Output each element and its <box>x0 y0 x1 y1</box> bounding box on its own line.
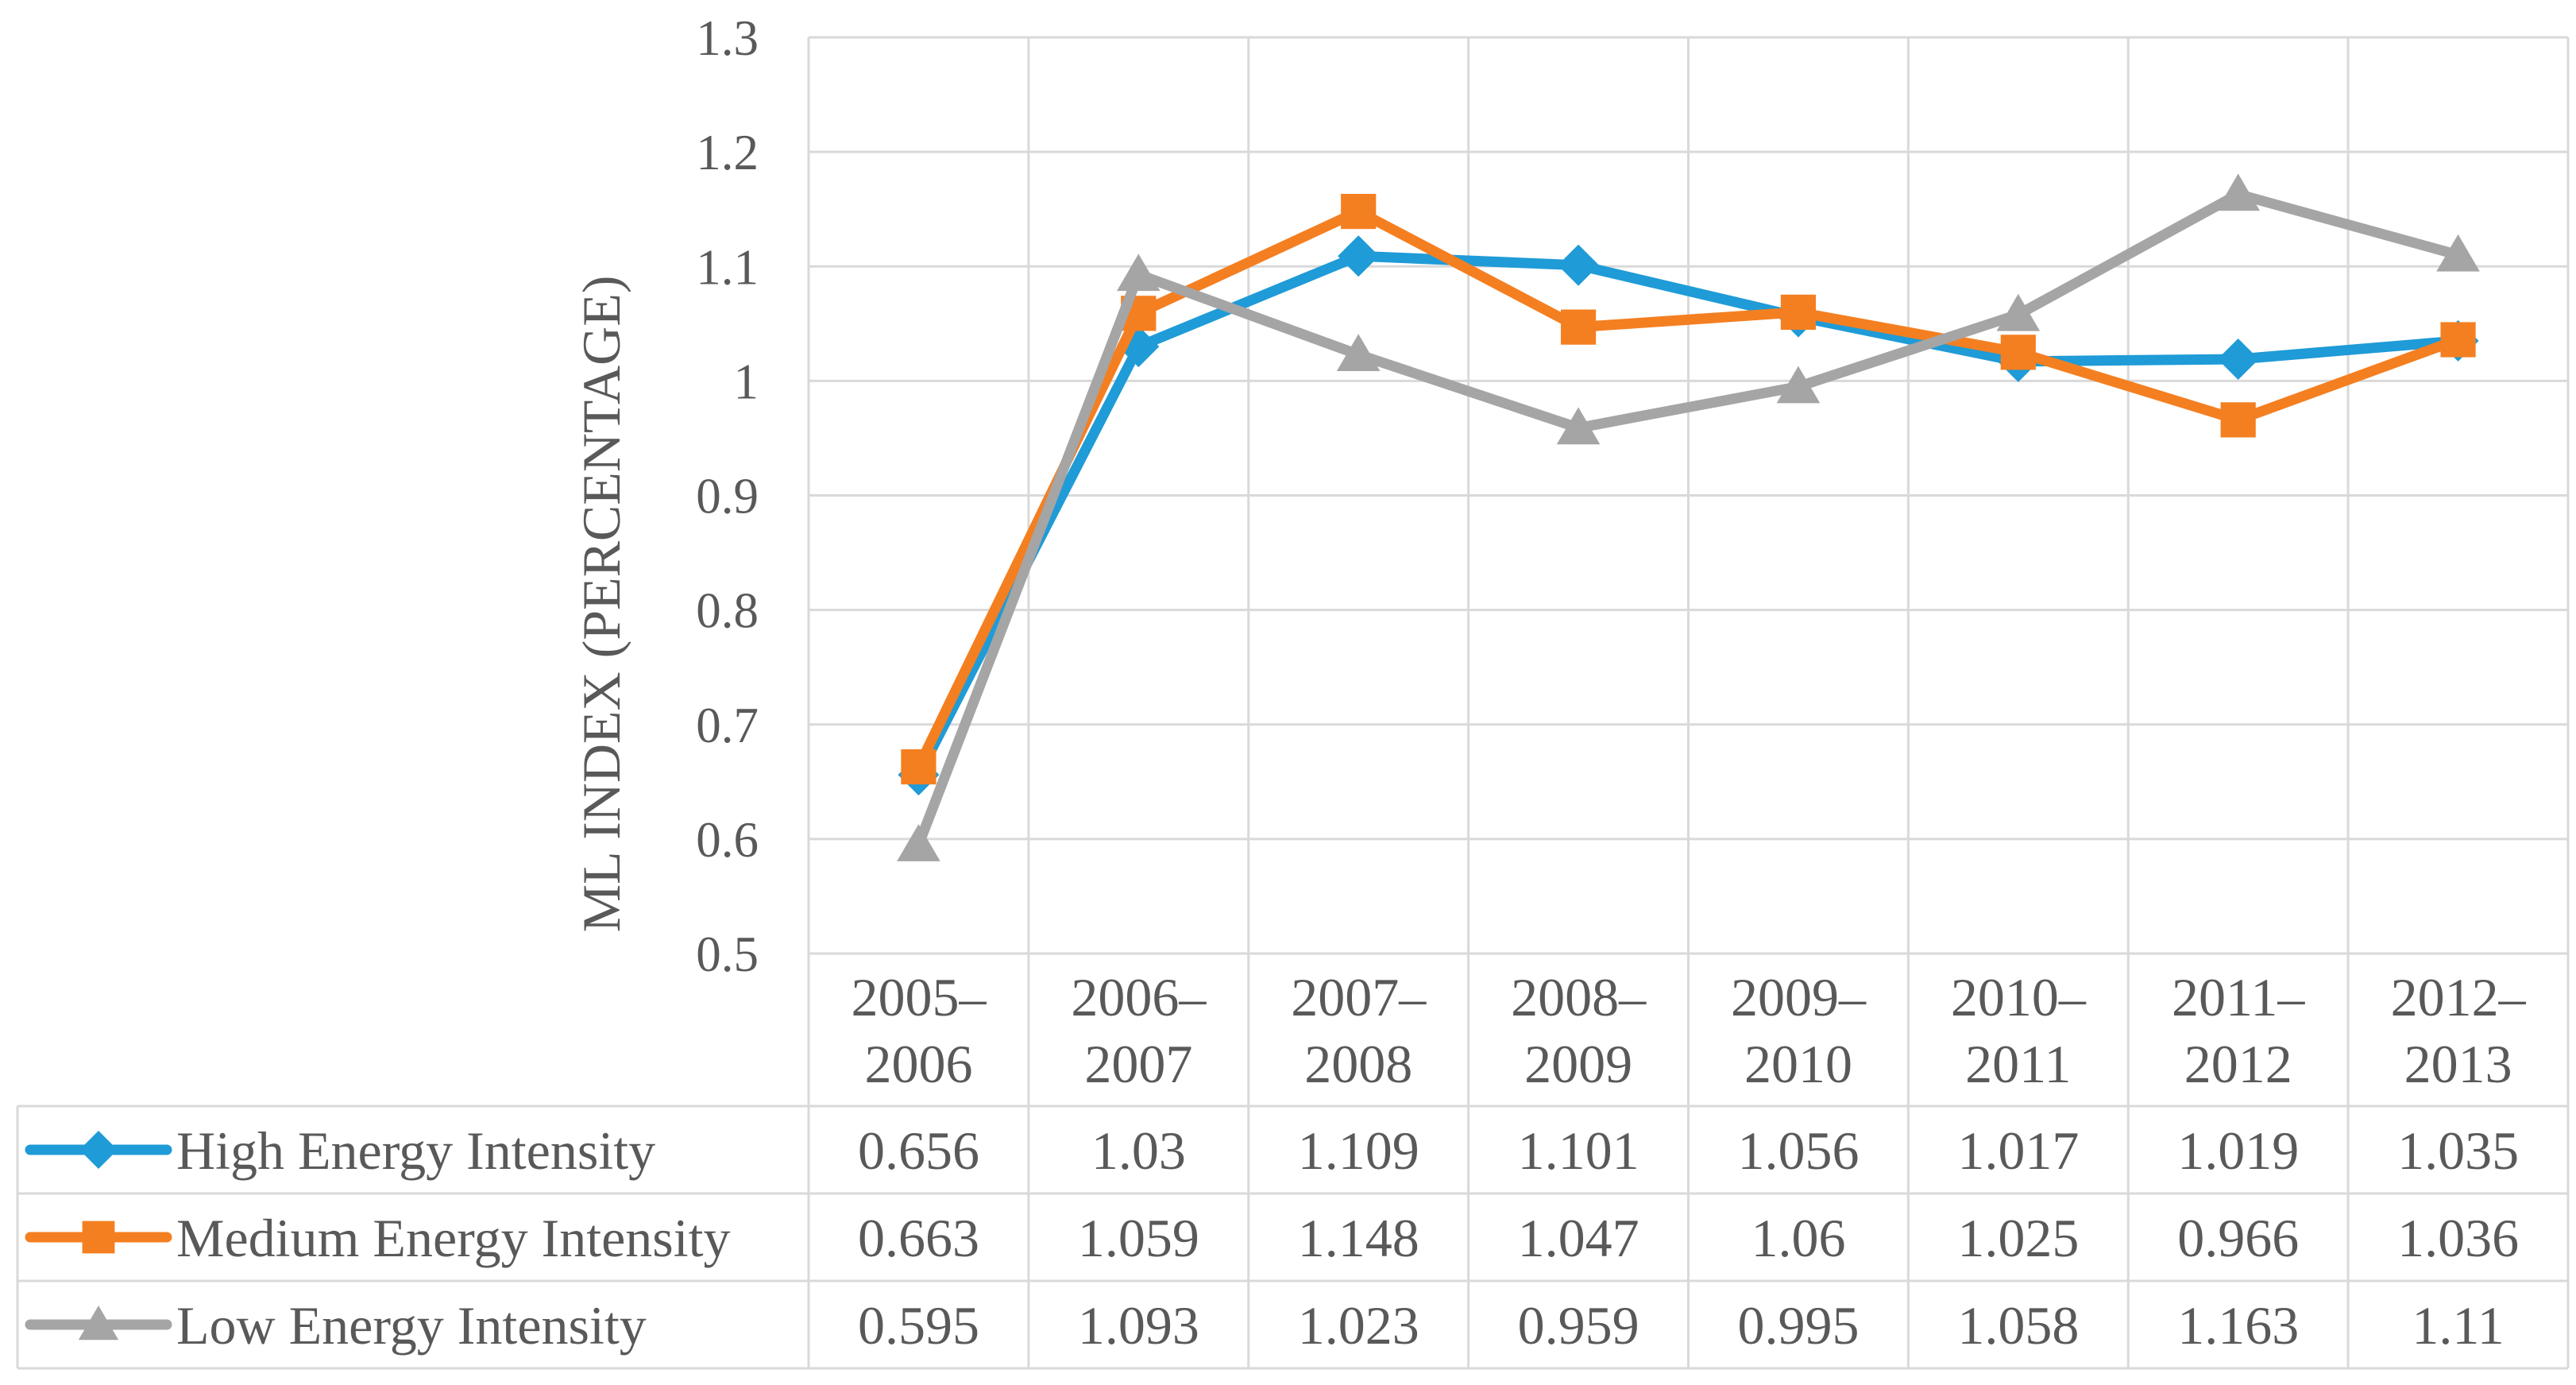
x-category-label: 2011– 2012 <box>2172 967 2305 1094</box>
series-medium-energy-intensity <box>901 193 2476 785</box>
table-cell-value: 0.663 <box>858 1208 979 1268</box>
data-point <box>2000 335 2036 370</box>
x-category-label: 2009– 2010 <box>1731 967 1867 1094</box>
y-tick-label: 0.7 <box>696 698 759 753</box>
legend-key-marker <box>79 1131 118 1169</box>
y-tick-label: 1.3 <box>696 10 759 66</box>
y-axis-ticks: 0.5 0.6 0.7 0.8 0.9 1 1.1 1.2 1.3 <box>696 10 759 982</box>
data-point <box>2216 173 2260 211</box>
table-cell-value: 0.656 <box>858 1120 979 1181</box>
data-point <box>2217 338 2259 380</box>
data-point <box>2440 322 2476 358</box>
data-point <box>1560 309 1597 345</box>
legend-key-marker <box>78 1306 119 1341</box>
data-table: 2005– 2006 2006– 2007 2007– 2008 2008– 2009 2009… <box>16 967 2568 1370</box>
data-point <box>1336 334 1381 372</box>
data-point <box>2220 402 2256 438</box>
legend-label: Medium Energy Intensity <box>176 1208 731 1268</box>
table-cell-value: 1.019 <box>2177 1120 2299 1181</box>
table-cell-value: 1.06 <box>1751 1208 1845 1268</box>
gridlines <box>807 36 2570 1368</box>
table-cell-value: 1.101 <box>1518 1120 1639 1181</box>
data-point <box>1996 293 2041 331</box>
x-category-label: 2005– 2006 <box>851 967 987 1094</box>
table-cell-value: 0.966 <box>2177 1208 2299 1268</box>
y-tick-label: 0.5 <box>696 927 759 982</box>
y-tick-label: 0.9 <box>696 469 759 524</box>
data-point <box>1558 244 1600 286</box>
y-tick-label: 1.1 <box>696 239 759 295</box>
x-category-label: 2006– 2007 <box>1071 967 1207 1094</box>
x-category-label: 2007– 2008 <box>1291 967 1427 1094</box>
data-point <box>1341 193 1377 230</box>
table-cell-value: 1.025 <box>1957 1208 2079 1268</box>
y-tick-label: 1.2 <box>696 125 759 180</box>
legend-key-marker <box>82 1221 115 1254</box>
table-cell-value: 1.047 <box>1518 1208 1639 1268</box>
y-axis-title: ML INDEX (PERCENTAGE) <box>571 276 631 933</box>
data-point <box>2436 234 2480 272</box>
table-cell-value: 1.059 <box>1078 1208 1199 1268</box>
table-cell-value: 0.995 <box>1737 1295 1859 1356</box>
table-cell-value: 1.03 <box>1091 1120 1186 1181</box>
table-cell-value: 1.11 <box>2412 1295 2504 1356</box>
y-tick-label: 1 <box>734 354 759 409</box>
series-line <box>913 206 2464 772</box>
table-cell-value: 1.056 <box>1737 1120 1859 1181</box>
series-lines <box>897 173 2480 861</box>
table-cell-value: 0.959 <box>1518 1295 1639 1356</box>
series-line <box>913 250 2464 780</box>
table-cell-value: 1.036 <box>2397 1208 2519 1268</box>
data-point <box>1776 366 1821 404</box>
x-category-label: 2008– 2009 <box>1511 967 1647 1094</box>
table-cell-value: 1.017 <box>1957 1120 2079 1181</box>
data-point <box>1556 407 1601 445</box>
table-cell-value: 1.058 <box>1957 1295 2079 1356</box>
legend-label: High Energy Intensity <box>176 1120 655 1181</box>
data-point <box>1780 294 1817 330</box>
series-low-energy-intensity <box>897 173 2480 861</box>
y-tick-label: 0.6 <box>696 812 759 868</box>
series-line <box>913 188 2464 850</box>
legend-label: Low Energy Intensity <box>176 1295 647 1356</box>
table-cell-value: 1.035 <box>2397 1120 2519 1181</box>
table-cell-value: 0.595 <box>858 1295 979 1356</box>
data-point <box>1117 253 1161 292</box>
x-category-label: 2010– 2011 <box>1951 967 2087 1094</box>
table-cell-value: 1.163 <box>2177 1295 2299 1356</box>
data-point <box>901 749 937 785</box>
data-point <box>897 824 940 861</box>
y-tick-label: 0.8 <box>696 583 759 639</box>
table-cell-value: 1.109 <box>1298 1120 1419 1181</box>
table-cell-value: 1.148 <box>1298 1208 1419 1268</box>
table-cell-value: 1.023 <box>1298 1295 1419 1356</box>
x-category-label: 2012– 2013 <box>2391 967 2527 1094</box>
data-point <box>1338 235 1380 277</box>
table-cell-value: 1.093 <box>1078 1295 1199 1356</box>
